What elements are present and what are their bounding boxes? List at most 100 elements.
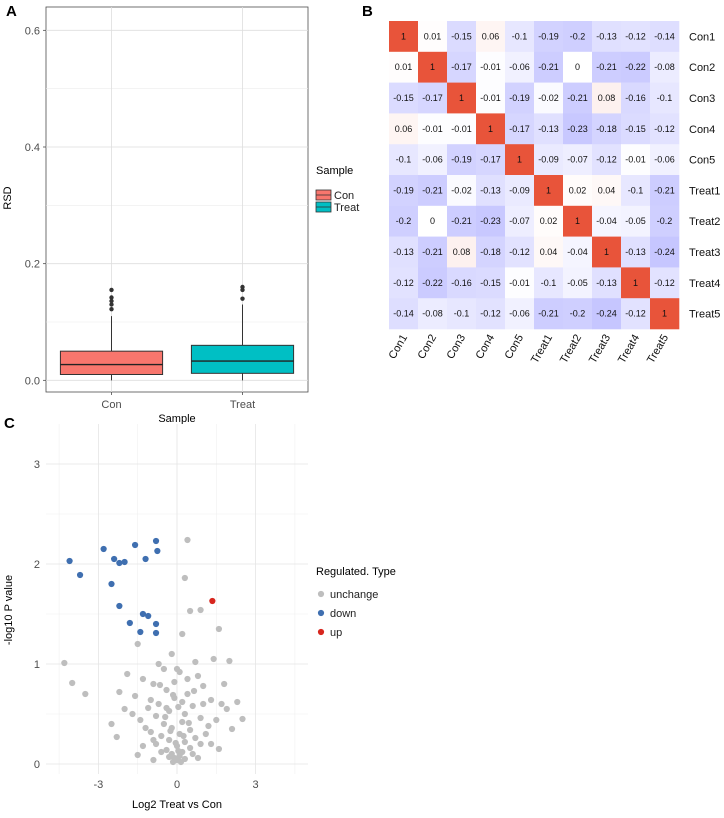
heatmap-cell (534, 175, 564, 207)
heatmap-cell (447, 298, 477, 330)
volcano-point-unchange (150, 680, 157, 688)
volcano-point-down (116, 559, 123, 567)
volcano-point-unchange (184, 536, 191, 544)
volcano-point-unchange (197, 740, 204, 748)
heatmap-row-label: Con4 (689, 124, 715, 136)
heatmap-cell-value: -0.12 (625, 309, 646, 319)
heatmap-cell (563, 267, 593, 299)
volcano-point-unchange (215, 745, 223, 753)
heatmap-cell (389, 51, 419, 83)
heatmap-cell-value: 1 (662, 309, 667, 319)
heatmap-cell-value: 0.02 (540, 216, 558, 226)
volcano-point-unchange (226, 657, 233, 665)
heatmap-cell (534, 82, 564, 114)
heatmap-cell-value: 1 (430, 62, 435, 72)
volcano-point-unchange (184, 690, 191, 698)
volcano-point-down (76, 571, 84, 579)
boxplot-legend-label: Treat (334, 202, 359, 214)
heatmap-col-label: Treat3 (587, 333, 613, 366)
heatmap-cell-value: -0.08 (422, 309, 443, 319)
heatmap-cell-value: -0.06 (509, 62, 530, 72)
volcano-point-unchange (239, 715, 246, 723)
heatmap-cell-value: 0.02 (569, 185, 587, 195)
volcano-y-tick-label: 3 (34, 459, 40, 471)
volcano-point-down (116, 602, 123, 610)
heatmap-cell-value: -0.01 (509, 278, 530, 288)
volcano-point-unchange (179, 718, 186, 726)
heatmap-cell (389, 144, 419, 176)
heatmap-cell (621, 267, 651, 299)
volcano-point-unchange (116, 688, 123, 696)
volcano-point-unchange (223, 705, 230, 713)
heatmap-cell-value: -0.14 (654, 31, 675, 41)
volcano-point-unchange (131, 692, 139, 700)
heatmap-cell (563, 298, 593, 330)
volcano-point-down (121, 558, 128, 566)
heatmap-cell (534, 267, 564, 299)
heatmap-cell (476, 82, 506, 114)
heatmap-cell-value: -0.19 (509, 93, 530, 103)
volcano-point-unchange (155, 700, 162, 708)
heatmap-cell-value: -0.2 (396, 216, 412, 226)
heatmap-cell-value: -0.21 (596, 62, 617, 72)
heatmap-cell (505, 51, 535, 83)
heatmap-col-label: Treat1 (529, 333, 555, 366)
volcano-point-unchange (197, 606, 204, 614)
heatmap-cell-value: -0.2 (570, 31, 586, 41)
heatmap-cell-value: -0.13 (625, 247, 646, 257)
heatmap-cell-value: -0.08 (654, 62, 675, 72)
volcano-x-axis-title: Log2 Treat vs Con (132, 799, 222, 811)
panel-label-a: A (6, 3, 17, 20)
volcano-y-tick-label: 0 (34, 759, 40, 771)
heatmap-cell-value: -0.21 (654, 185, 675, 195)
heatmap-cell-value: -0.17 (422, 93, 443, 103)
volcano-plot: 0 1 2 3 -3 0 3 Log2 Treat vs Con -log10 P val… (3, 424, 396, 811)
panel-label-b: B (362, 3, 373, 20)
heatmap-cell (563, 51, 593, 83)
volcano-legend-label: down (330, 608, 356, 620)
heatmap-cell (650, 51, 680, 83)
heatmap-cell-value: -0.19 (393, 185, 414, 195)
heatmap-cell-value: -0.21 (538, 62, 559, 72)
volcano-x-ticks: -3 0 3 (94, 779, 259, 791)
volcano-point-unchange (82, 690, 89, 698)
volcano-x-tick-label: -3 (94, 779, 104, 791)
volcano-point-unchange (187, 726, 194, 734)
heatmap-row-label: Treat1 (689, 185, 720, 197)
volcano-point-unchange (147, 728, 154, 736)
boxplot-outlier-point (240, 296, 245, 301)
volcano-point-unchange (234, 698, 241, 706)
heatmap-cell (476, 267, 506, 299)
heatmap-cell-value: -0.12 (393, 278, 414, 288)
heatmap-cell (476, 113, 506, 145)
heatmap-cell-value: 1 (604, 247, 609, 257)
volcano-point-unchange (163, 746, 170, 754)
heatmap-cell (621, 298, 651, 330)
volcano-point-unchange (213, 716, 220, 724)
heatmap-cells: 1 0.01 -0.15 0.06 -0.1 -0.19 -0.2 -0.13 -0.12 -0.… (389, 21, 680, 330)
volcano-point-unchange (169, 691, 177, 699)
heatmap-cell-value: -0.17 (480, 155, 501, 165)
heatmap-cell (505, 175, 535, 207)
boxplot-outlier-point (109, 287, 114, 293)
heatmap-cell (389, 82, 419, 114)
heatmap-cell-value: -0.12 (509, 247, 530, 257)
heatmap-cell-value: -0.04 (596, 216, 617, 226)
heatmap-cell-value: -0.13 (480, 185, 501, 195)
heatmap-cell-value: 0 (430, 216, 435, 226)
heatmap-cell (534, 298, 564, 330)
heatmap-cell-value: -0.21 (538, 309, 559, 319)
volcano-point-unchange (113, 733, 120, 741)
heatmap-cell (650, 236, 680, 268)
heatmap-cell-value: -0.1 (454, 309, 470, 319)
heatmap-cell (650, 82, 680, 114)
heatmap-cell (447, 144, 477, 176)
heatmap-cell-value: -0.23 (480, 216, 501, 226)
volcano-point-unchange (218, 700, 225, 708)
heatmap-cell-value: -0.13 (538, 124, 559, 134)
heatmap-cell (563, 82, 593, 114)
volcano-point-unchange (194, 754, 202, 762)
volcano-point-unchange (202, 730, 209, 738)
heatmap-cell (447, 51, 477, 83)
